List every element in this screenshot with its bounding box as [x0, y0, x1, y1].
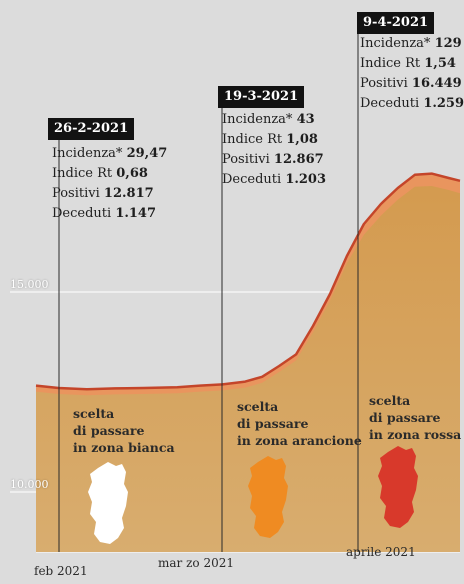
y-tick-label: 15.000 — [10, 278, 49, 291]
x-tick-label: aprile 2021 — [346, 545, 416, 559]
annotation-label: Deceduti — [222, 172, 286, 187]
annotation-label: Indice Rt — [52, 166, 117, 181]
annotation-value: 1.259 — [423, 96, 464, 111]
annotation-row: Incidenza* 129 — [360, 35, 462, 53]
annotation-row: Positivi 12.867 — [222, 151, 324, 169]
annotation-value: 129 — [434, 36, 462, 51]
sardinia-map-icon — [88, 462, 128, 544]
annotation-row: Indice Rt 0,68 — [52, 165, 148, 183]
annotation-row: Deceduti 1.259 — [360, 95, 464, 113]
annotation-row: Incidenza* 29,47 — [52, 145, 167, 163]
zone-text: di passare — [237, 416, 309, 431]
zone-text: in zona arancione — [237, 433, 362, 448]
series-line — [35, 172, 461, 391]
annotation-row: Positivi 12.817 — [52, 185, 154, 203]
annotation-label: Positivi — [222, 152, 274, 167]
zone-text: di passare — [369, 410, 441, 425]
annotation-value: 29,47 — [126, 146, 168, 161]
annotation-value: 1,54 — [424, 56, 456, 71]
annotation-label: Incidenza* — [360, 36, 435, 51]
annotation-row: Indice Rt 1,08 — [222, 131, 318, 149]
annotation-date: 9-4-2021 — [357, 12, 435, 34]
annotation-label: Positivi — [360, 76, 412, 91]
annotation-value: 1.203 — [285, 172, 327, 187]
zone-text: scelta — [73, 406, 115, 421]
x-tick-label: feb 2021 — [34, 564, 88, 578]
annotation-value: 43 — [296, 112, 315, 127]
zone-text: in zona bianca — [73, 440, 175, 455]
annotation-value: 16.449 — [411, 76, 462, 91]
annotation-label: Deceduti — [360, 96, 424, 111]
annotation-label: Indice Rt — [222, 132, 287, 147]
zone-text: di passare — [73, 423, 145, 438]
zone-text: in zona rossa — [369, 427, 462, 442]
annotation-date: 19-3-2021 — [218, 86, 305, 108]
annotation-row: Indice Rt 1,54 — [360, 55, 456, 73]
annotation-label: Incidenza* — [222, 112, 297, 127]
annotation-label: Deceduti — [52, 206, 116, 221]
annotation-label: Incidenza* — [52, 146, 127, 161]
sardinia-map-icon — [378, 446, 418, 528]
annotation-value: 12.817 — [103, 186, 154, 201]
annotation-label: Positivi — [52, 186, 104, 201]
annotation-date: 26-2-2021 — [48, 118, 135, 140]
zone-text: scelta — [237, 399, 279, 414]
x-tick-label: mar zo 2021 — [158, 556, 234, 570]
annotation-value: 1.147 — [115, 206, 157, 221]
y-tick-label: 10.000 — [10, 478, 49, 491]
area-fill — [36, 173, 460, 552]
annotation-value: 0,68 — [116, 166, 148, 181]
annotation-row: Incidenza* 43 — [222, 111, 315, 129]
sardinia-map-icon — [248, 456, 288, 538]
annotation-value: 12.867 — [273, 152, 324, 167]
annotation-row: Deceduti 1.203 — [222, 171, 326, 189]
zone-text: scelta — [369, 393, 411, 408]
annotation-row: Positivi 16.449 — [360, 75, 462, 93]
annotation-value: 1,08 — [286, 132, 318, 147]
annotation-row: Deceduti 1.147 — [52, 205, 156, 223]
annotation-label: Indice Rt — [360, 56, 425, 71]
